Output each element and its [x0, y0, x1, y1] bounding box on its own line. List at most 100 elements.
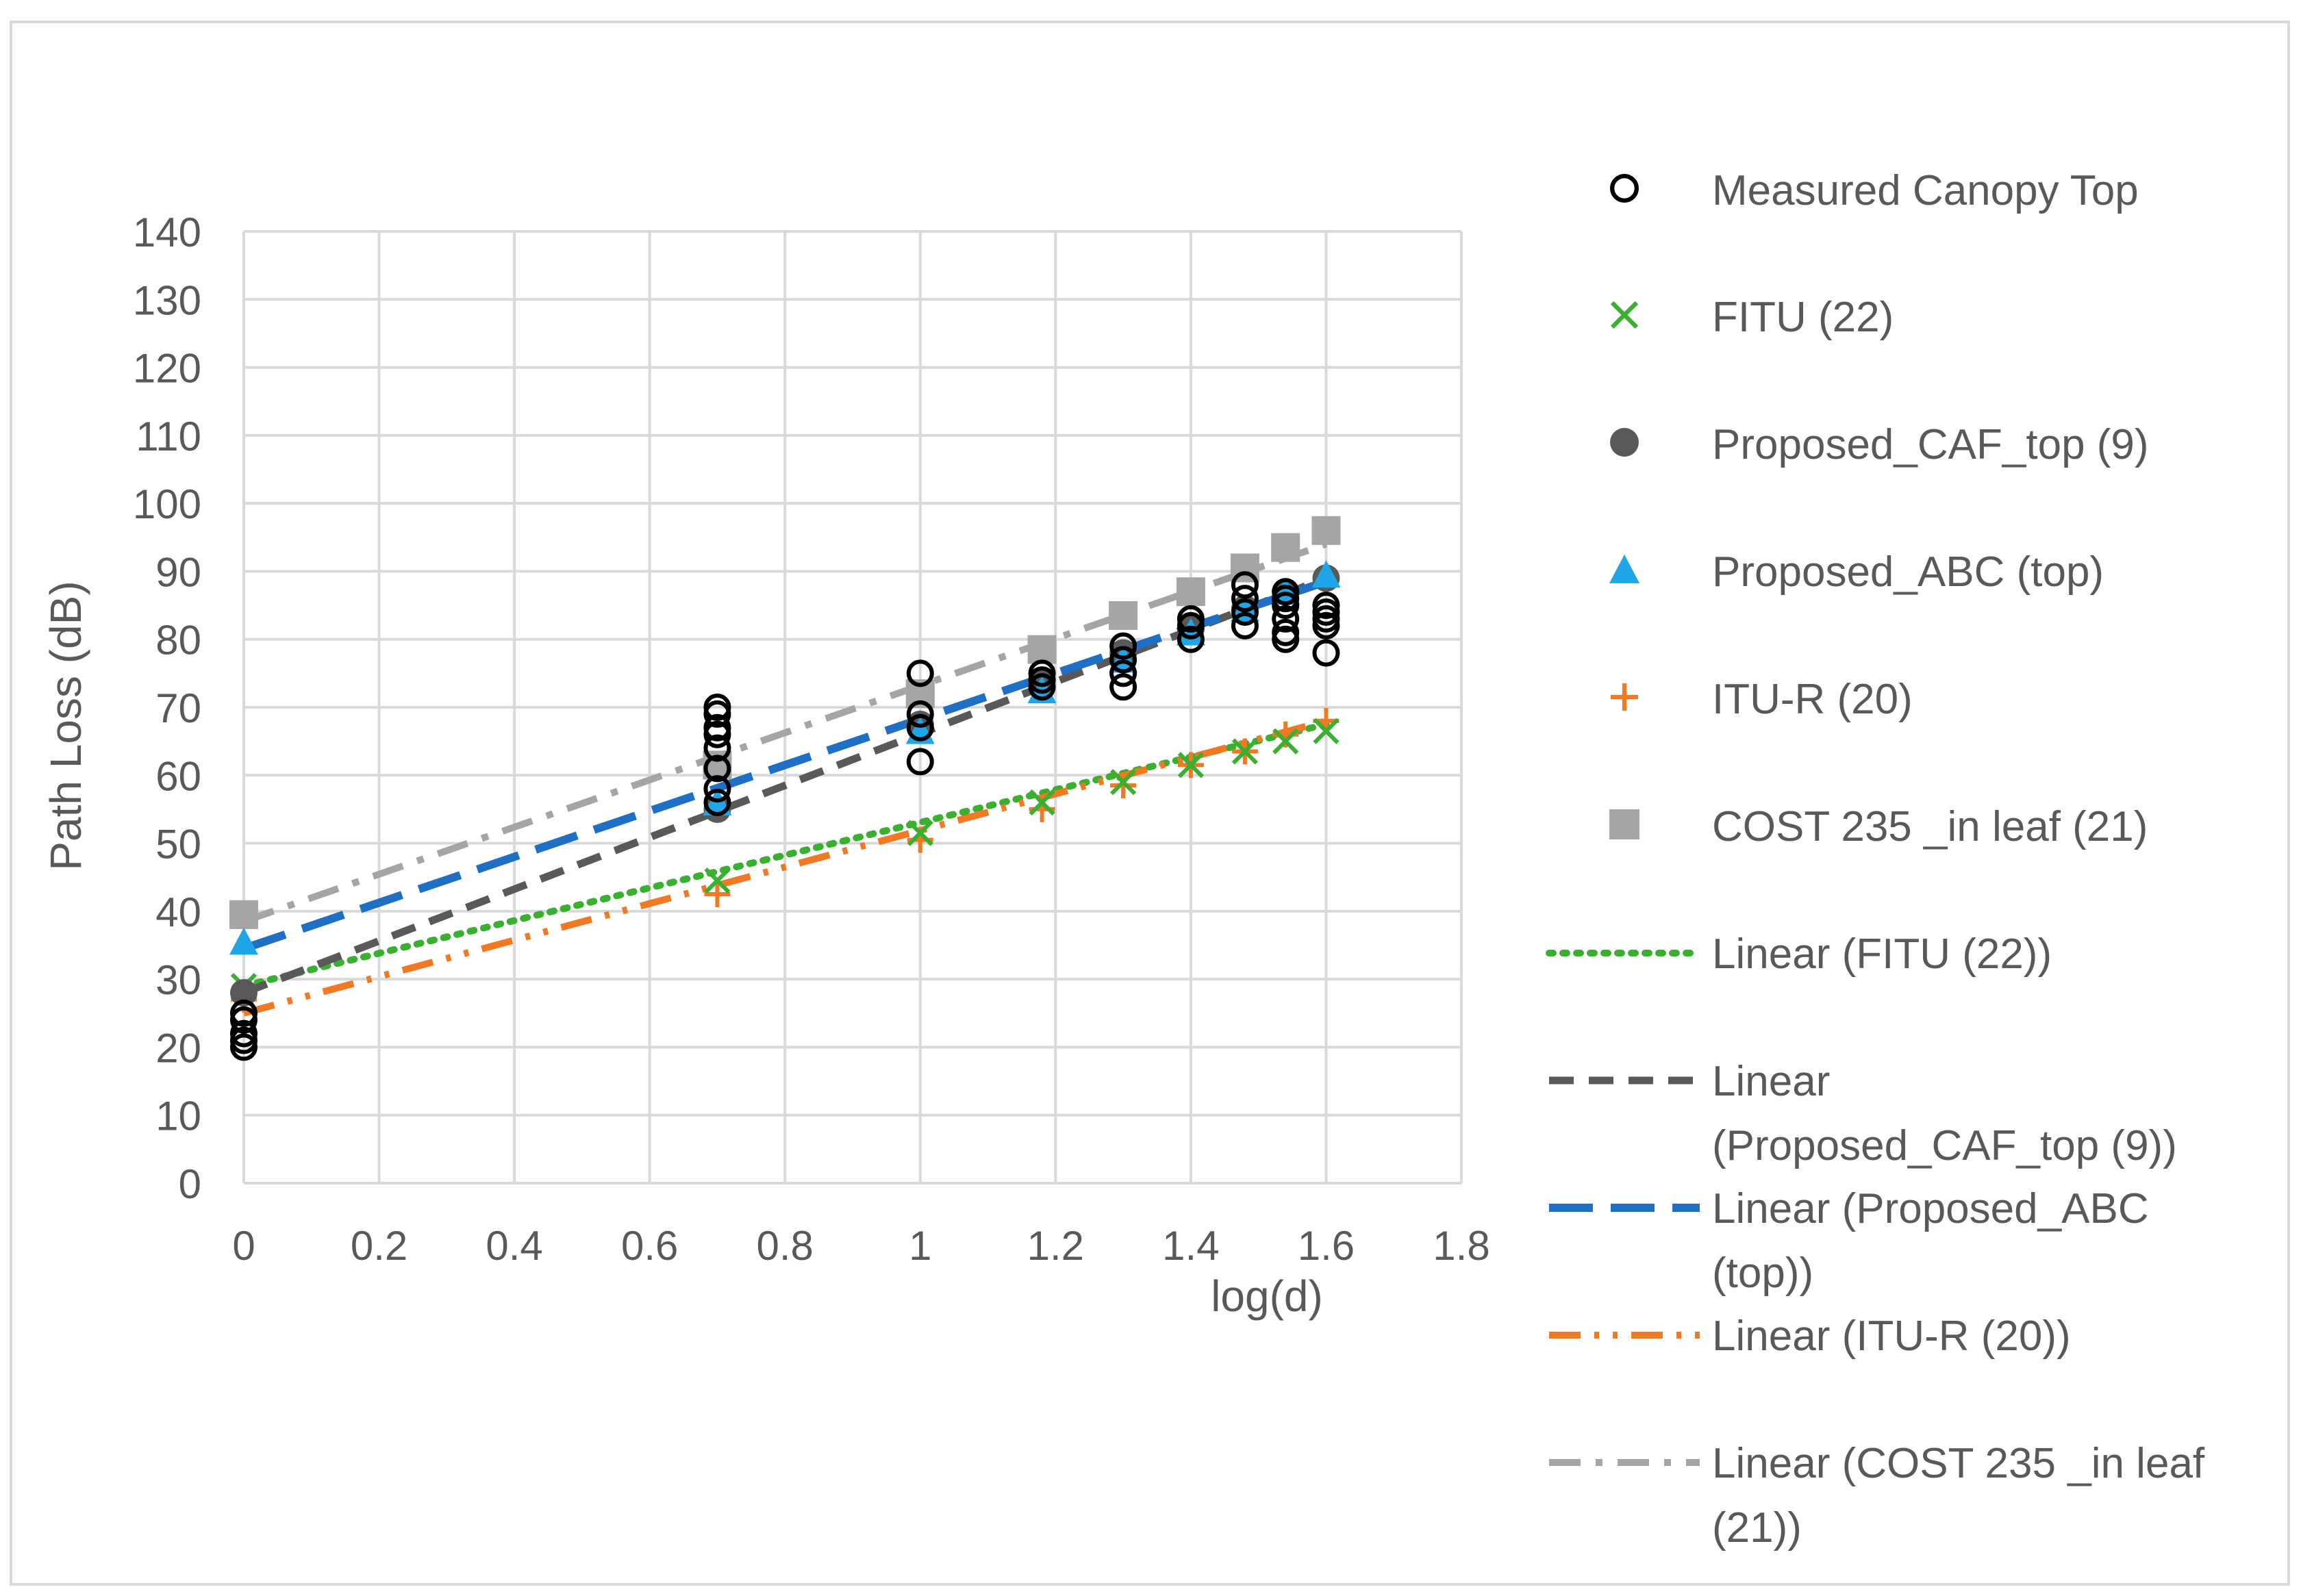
data-point — [703, 789, 731, 816]
data-point — [1176, 577, 1205, 607]
y-tick-label: 70 — [155, 685, 201, 731]
data-point — [704, 881, 731, 908]
data-point — [1313, 718, 1340, 744]
data-point — [906, 659, 934, 687]
data-point — [703, 775, 731, 803]
data-point — [1311, 516, 1341, 545]
data-point — [1109, 673, 1137, 701]
data-point — [1177, 605, 1205, 633]
data-point — [1177, 625, 1205, 653]
data-point — [1312, 592, 1340, 620]
trendline — [242, 577, 1328, 953]
data-point — [1272, 618, 1300, 646]
data-point — [1028, 659, 1056, 687]
y-tick-label: 100 — [133, 481, 201, 527]
y-axis-title: Path Loss (dB) — [41, 581, 90, 870]
data-point — [1272, 578, 1300, 606]
trendline — [242, 574, 1328, 997]
data-point — [1231, 598, 1259, 626]
data-point — [907, 820, 933, 846]
data-point — [1272, 728, 1299, 755]
y-tick-label: 120 — [133, 346, 201, 392]
data-point — [1177, 752, 1205, 778]
legend-marker — [1611, 683, 1638, 711]
data-point — [703, 755, 731, 783]
y-tick-label: 50 — [155, 822, 201, 867]
legend-marker — [1609, 173, 1639, 203]
x-tick-label: 1.2 — [1027, 1223, 1084, 1269]
legend-marker — [1609, 554, 1640, 583]
x-axis-title: log(d) — [1211, 1271, 1323, 1321]
y-tick-label: 0 — [179, 1161, 201, 1207]
data-point — [1109, 600, 1138, 630]
legend-marker — [1610, 301, 1639, 329]
y-tick-label: 40 — [155, 889, 201, 935]
y-tick-label: 10 — [155, 1093, 201, 1139]
data-point — [1231, 738, 1259, 765]
y-tick-label: 90 — [155, 549, 201, 595]
x-tick-label: 1.4 — [1162, 1223, 1219, 1269]
x-tick-label: 1.8 — [1433, 1223, 1489, 1269]
data-point — [1231, 571, 1259, 599]
data-point — [1109, 659, 1137, 687]
data-point — [1027, 635, 1057, 664]
x-tick-label: 0.4 — [486, 1223, 542, 1269]
x-tick-label: 0.2 — [351, 1223, 407, 1269]
x-tick-label: 0.6 — [621, 1223, 678, 1269]
legend: Measured Canopy Top FITU (22) Proposed_CAF… — [1546, 167, 2205, 1551]
data-point — [1271, 533, 1300, 562]
data-point — [1109, 769, 1137, 796]
trendline — [242, 540, 1328, 925]
data-point — [1272, 605, 1300, 633]
data-point — [230, 999, 257, 1027]
legend-label: COST 235 _in leaf (21) — [1712, 803, 2148, 850]
legend-label: Linear (ITU-R (20)) — [1712, 1313, 2071, 1360]
legend-label: Proposed_ABC (top) — [1712, 548, 2104, 596]
data-point — [1029, 789, 1055, 816]
y-tick-label: 20 — [155, 1025, 201, 1071]
data-point — [906, 713, 934, 742]
legend-label: Proposed_CAF_top (9) — [1712, 421, 2149, 468]
data-point — [230, 1019, 257, 1048]
data-point — [1312, 639, 1340, 667]
data-point — [1109, 632, 1137, 660]
legend-label: Linear (FITU (22)) — [1712, 930, 2052, 978]
legend-marker — [1610, 428, 1639, 457]
data-point — [230, 979, 257, 1006]
legend-label: Linear (COST 235 _in leaf — [1712, 1440, 2205, 1487]
legend-label: Measured Canopy Top — [1712, 167, 2139, 214]
legend-label: FITU (22) — [1712, 294, 1894, 341]
data-point — [1110, 772, 1137, 799]
y-tick-label: 30 — [155, 957, 201, 1003]
data-point — [906, 748, 934, 776]
trendline — [242, 718, 1327, 1017]
data-point — [229, 900, 258, 929]
data-point — [1109, 646, 1137, 674]
data-points — [229, 516, 1341, 1061]
y-tick-label: 130 — [133, 277, 201, 323]
x-tick-label: 0 — [232, 1223, 255, 1269]
x-tick-label: 1 — [909, 1223, 931, 1269]
data-point — [1231, 611, 1259, 639]
data-point — [703, 734, 731, 762]
x-tick-label: 0.8 — [757, 1223, 814, 1269]
y-tick-label: 140 — [133, 210, 201, 255]
data-point — [906, 700, 934, 728]
legend-label: Linear (Proposed_ABC — [1712, 1185, 2149, 1232]
legend-label: ITU-R (20) — [1712, 676, 1913, 723]
grid — [242, 230, 1463, 1185]
legend-label: (Proposed_CAF_top (9)) — [1712, 1122, 2177, 1169]
legend-label: (top)) — [1712, 1250, 1813, 1297]
x-tick-label: 1.6 — [1298, 1223, 1355, 1269]
data-point — [229, 927, 258, 955]
y-tick-label: 80 — [155, 618, 201, 663]
data-point — [1311, 560, 1341, 588]
chart-border — [10, 21, 2290, 1586]
legend-label: (21)) — [1712, 1504, 1802, 1551]
data-point — [703, 694, 731, 721]
y-tick-label: 110 — [136, 414, 201, 459]
axes: 0 10 20 30 40 50 60 70 80 90 100 110 120 130 140 0 0.2 0.… — [133, 210, 1490, 1269]
data-point — [703, 713, 731, 742]
legend-label: Linear — [1712, 1058, 1830, 1105]
